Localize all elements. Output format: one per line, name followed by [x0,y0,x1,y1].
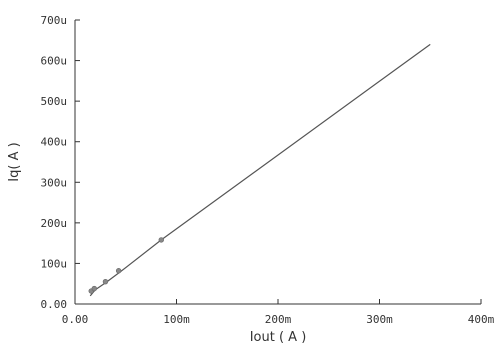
marker-layer [88,237,164,294]
data-point-1 [91,285,97,292]
series-line-0 [89,43,431,297]
x-tick-label-2: 200m [265,313,292,326]
y-tick-label-7: 700u [41,14,68,27]
y-tick-label-1: 100u [41,257,68,270]
x-tick-label-0: 0.00 [62,313,89,326]
x-tick-label-3: 300m [366,313,393,326]
y-tick-label-0: 0.00 [41,298,68,311]
y-axis-label: Iq( A ) [7,142,22,181]
y-tick-label-4: 400u [41,136,68,149]
x-axis-label: Iout ( A ) [250,330,307,345]
axes [74,20,481,305]
tick-labels: 0.00 100m 200m 300m 400m 0.00 100u 200u 300u 400u… [41,14,495,326]
y-tick-label-6: 600u [41,55,68,68]
data-point-3 [115,268,122,274]
y-tick-label-3: 300u [41,176,68,189]
series-layer [89,43,431,297]
data-point-4 [158,237,164,243]
y-tick-label-5: 500u [41,95,68,108]
x-tick-label-1: 100m [163,313,190,326]
tick-marks [74,19,482,305]
x-tick-label-4: 400m [468,313,495,326]
data-point-2 [102,278,109,285]
y-tick-label-2: 200u [41,217,68,230]
